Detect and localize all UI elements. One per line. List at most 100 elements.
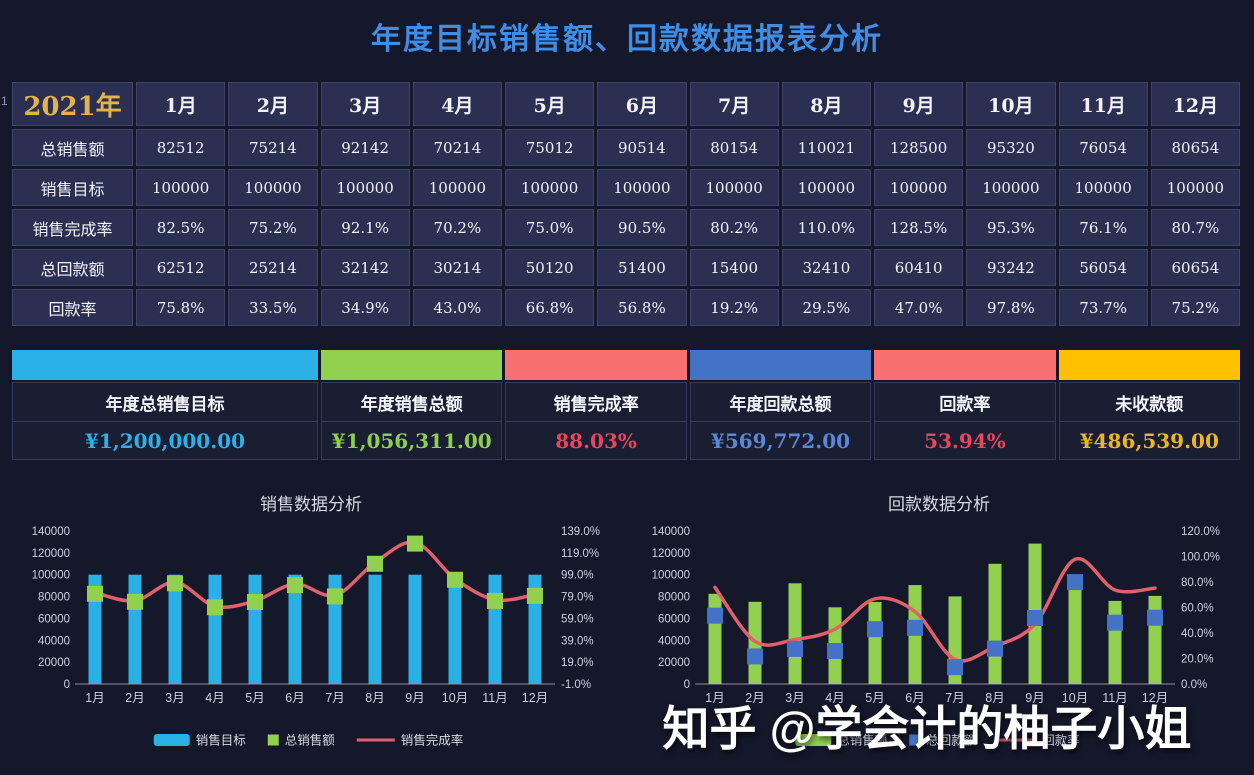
x-axis-label: 12月 bbox=[1142, 691, 1168, 705]
left-axis-tick: 40000 bbox=[658, 635, 690, 647]
table-cell: 76.1% bbox=[1058, 209, 1148, 246]
x-axis-label: 1月 bbox=[705, 691, 724, 705]
legend-label: 回款率 bbox=[1042, 733, 1080, 748]
square-marker bbox=[1067, 574, 1083, 591]
right-axis-tick: 60.0% bbox=[1181, 603, 1214, 615]
bar bbox=[868, 602, 882, 684]
summary-cards: 年度总销售目标 ¥1,200,000.00 年度销售总额 ¥1,056,311.00 销… bbox=[12, 350, 1240, 460]
table-cell: 56.8% bbox=[597, 289, 687, 326]
data-table: 2021年 1月 2月 3月 4月 5月 6月 7月 8月 9月 10月 11月 12月 总销售额 8251… bbox=[12, 82, 1240, 326]
bar bbox=[368, 574, 382, 684]
legend-label: 销售目标 bbox=[196, 733, 246, 748]
right-axis-tick: 80.0% bbox=[1181, 577, 1214, 589]
square-marker bbox=[407, 535, 423, 552]
bar bbox=[168, 574, 182, 684]
square-marker bbox=[827, 643, 843, 659]
left-axis-tick: 120000 bbox=[32, 548, 70, 560]
right-axis-tick: 79.0% bbox=[561, 592, 594, 604]
square-marker bbox=[1147, 609, 1163, 626]
left-axis-tick: 20000 bbox=[658, 657, 690, 669]
summary-card-value: 88.03% bbox=[505, 421, 687, 460]
legend-label: 总回款额 bbox=[926, 734, 977, 748]
x-axis-label: 12月 bbox=[522, 691, 548, 705]
summary-card-colorbar bbox=[1058, 350, 1240, 380]
bar bbox=[88, 574, 102, 684]
table-cell: 82512 bbox=[136, 129, 226, 166]
right-axis-tick: 100.0% bbox=[1181, 552, 1220, 564]
table-cell: 60654 bbox=[1150, 249, 1240, 286]
legend-square-swatch bbox=[909, 734, 921, 746]
right-axis-tick: 99.0% bbox=[561, 570, 594, 582]
summary-card-colorbar bbox=[321, 350, 503, 380]
table-cell: 100000 bbox=[228, 169, 318, 206]
row-number-remnant: 1 bbox=[1, 94, 8, 108]
table-cell: 75.0% bbox=[505, 209, 595, 246]
x-axis-label: 5月 bbox=[865, 691, 884, 705]
square-marker bbox=[287, 577, 303, 594]
summary-card-label: 未收款额 bbox=[1058, 382, 1240, 421]
table-cell: 34.9% bbox=[320, 289, 410, 326]
watermark: 知乎 @学会计的柚子小姐 bbox=[662, 702, 1192, 755]
square-marker bbox=[167, 575, 183, 592]
table-month-header: 12月 bbox=[1150, 82, 1240, 126]
table-cell: 80654 bbox=[1150, 129, 1240, 166]
line-series bbox=[713, 557, 1157, 663]
left-axis-tick: 20000 bbox=[38, 657, 70, 669]
x-axis-label: 6月 bbox=[905, 691, 924, 705]
table-cell: 60410 bbox=[874, 249, 964, 286]
x-axis-label: 5月 bbox=[245, 691, 264, 705]
table-year-header: 2021年 bbox=[12, 82, 133, 126]
summary-card-value: ¥1,056,311.00 bbox=[321, 421, 503, 460]
left-axis-tick: 40000 bbox=[38, 635, 70, 647]
table-month-header: 8月 bbox=[781, 82, 871, 126]
table-cell: 100000 bbox=[874, 169, 964, 206]
table-cell: 80154 bbox=[689, 129, 779, 166]
x-axis-label: 8月 bbox=[365, 691, 384, 705]
summary-card-colorbar bbox=[12, 350, 318, 380]
right-axis-tick: 19.0% bbox=[561, 657, 594, 669]
table-cell: 76054 bbox=[1058, 129, 1148, 166]
table-cell: 95.3% bbox=[966, 209, 1056, 246]
table-cell: 92.1% bbox=[320, 209, 410, 246]
bar bbox=[248, 574, 262, 684]
left-axis-tick: 120000 bbox=[652, 548, 690, 560]
summary-card-label: 年度销售总额 bbox=[321, 382, 503, 421]
chart-canvas: 销售数据分析 140000 120000 100000 80000 60000 40000 2… bbox=[32, 495, 600, 748]
table-cell: 25214 bbox=[228, 249, 318, 286]
bar bbox=[988, 563, 1002, 684]
table-month-header: 10月 bbox=[966, 82, 1056, 126]
table-cell: 75.2% bbox=[1150, 289, 1240, 326]
square-marker bbox=[1107, 614, 1123, 631]
square-marker bbox=[487, 592, 503, 609]
summary-card: 销售完成率 88.03% bbox=[505, 350, 687, 460]
summary-card-value: ¥486,539.00 bbox=[1058, 421, 1240, 460]
table-row-label: 销售完成率 bbox=[12, 209, 133, 246]
table-cell: 95320 bbox=[966, 129, 1056, 166]
table-cell: 70.2% bbox=[412, 209, 502, 246]
square-marker bbox=[947, 659, 963, 676]
table-cell: 51400 bbox=[597, 249, 687, 286]
table-cell: 56054 bbox=[1058, 249, 1148, 286]
bar bbox=[208, 574, 222, 684]
chart-title: 回款数据分析 bbox=[888, 495, 990, 514]
summary-card: 年度销售总额 ¥1,056,311.00 bbox=[321, 350, 503, 460]
bar bbox=[788, 583, 802, 684]
bar bbox=[488, 574, 502, 684]
summary-card-label: 回款率 bbox=[874, 382, 1056, 421]
table-cell: 97.8% bbox=[966, 289, 1056, 326]
table-cell: 73.7% bbox=[1058, 289, 1148, 326]
bar bbox=[408, 574, 422, 684]
x-axis-label: 9月 bbox=[1025, 691, 1044, 705]
table-cell: 93242 bbox=[966, 249, 1056, 286]
square-marker bbox=[207, 599, 223, 616]
table-cell: 62512 bbox=[136, 249, 226, 286]
table-cell: 43.0% bbox=[412, 289, 502, 326]
table-cell: 47.0% bbox=[874, 289, 964, 326]
right-axis-tick: 59.0% bbox=[561, 613, 594, 625]
table-cell: 32410 bbox=[781, 249, 871, 286]
table-cell: 33.5% bbox=[228, 289, 318, 326]
table-cell: 75214 bbox=[228, 129, 318, 166]
table-cell: 110021 bbox=[781, 129, 871, 166]
table-cell: 30214 bbox=[412, 249, 502, 286]
table-cell: 82.5% bbox=[136, 209, 226, 246]
